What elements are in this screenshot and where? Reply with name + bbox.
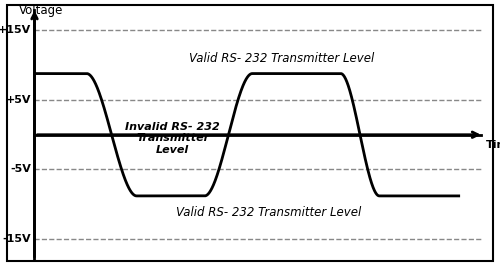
Text: Valid RS- 232 Transmitter Level: Valid RS- 232 Transmitter Level bbox=[189, 52, 374, 65]
Text: Valid RS- 232 Transmitter Level: Valid RS- 232 Transmitter Level bbox=[176, 206, 361, 219]
Text: +5V: +5V bbox=[6, 95, 32, 105]
Text: -5V: -5V bbox=[10, 164, 31, 174]
Text: Voltage: Voltage bbox=[18, 4, 63, 17]
Text: Time: Time bbox=[486, 140, 500, 150]
Text: +15V: +15V bbox=[0, 26, 32, 35]
Text: Invalid RS- 232
Transmitter
Level: Invalid RS- 232 Transmitter Level bbox=[126, 122, 220, 155]
Text: -15V: -15V bbox=[2, 234, 32, 244]
